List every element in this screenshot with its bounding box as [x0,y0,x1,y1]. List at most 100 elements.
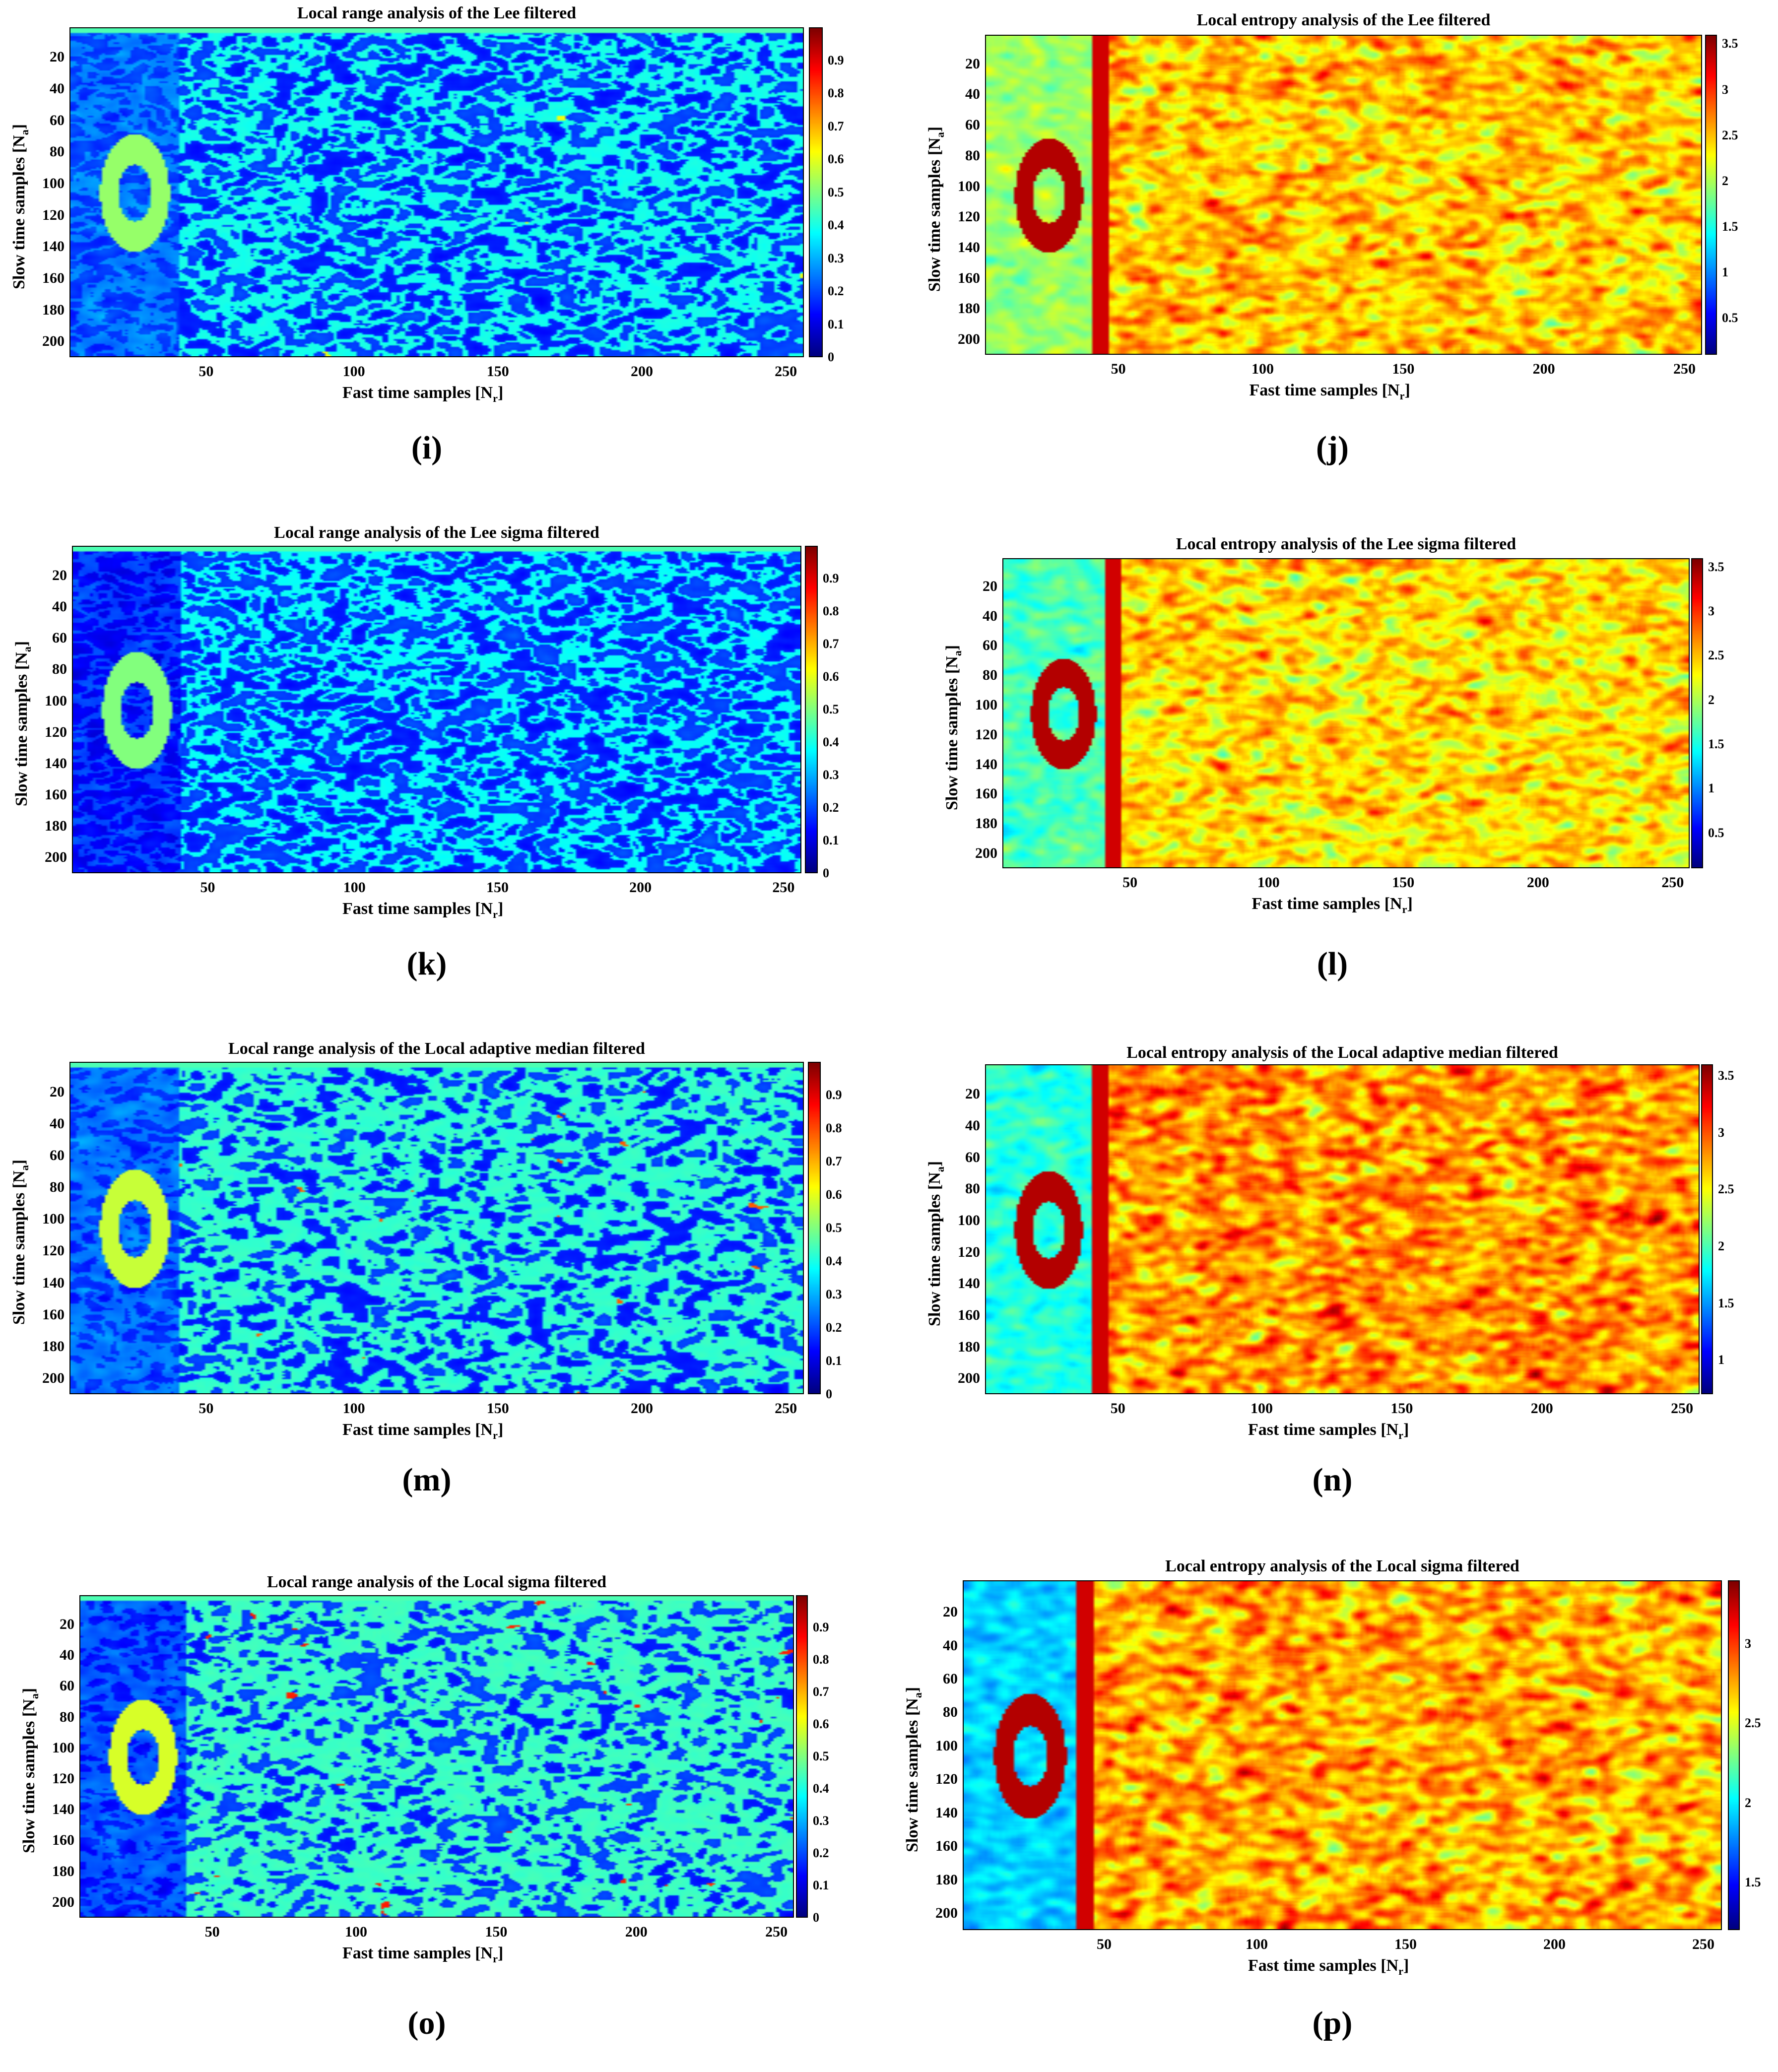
y-tick-label: 140 [42,238,65,255]
y-tick-label: 140 [52,1801,74,1818]
colorbar-tick-label: 0 [828,350,834,364]
colorbar-tick-label: 2 [1745,1795,1751,1810]
colorbar-tick-label: 0.5 [1708,825,1724,840]
x-tick-label: 50 [204,1924,220,1940]
x-axis-label-close: ] [497,384,504,402]
y-tick-label: 140 [958,239,980,256]
y-axis-label-close: ] [10,124,28,130]
x-tick-label: 250 [775,1400,797,1417]
x-axis-label-text: Fast time samples [N [342,900,493,918]
colorbar-tick-label: 1 [1722,265,1728,280]
panel-letter: (p) [1312,2005,1353,2041]
x-tick-label: 100 [342,1400,365,1417]
y-tick-label: 100 [958,178,980,194]
colorbar-tick-label: 0.3 [823,768,839,782]
y-tick-label: 180 [958,1338,980,1355]
x-axis-label-text: Fast time samples [N [342,1944,493,1962]
colorbar-tick-label: 0.8 [823,604,839,618]
panel-letter: (o) [407,2005,446,2041]
x-tick-label: 50 [1122,874,1138,891]
y-tick-label: 100 [42,1211,65,1228]
colorbar-tick-label: 3 [1708,604,1714,619]
y-axis-label: Slow time samples [Na] [20,1688,41,1853]
y-axis-label-text: Slow time samples [N [925,1171,944,1326]
y-tick-label: 160 [958,1306,980,1323]
colorbar [1701,1064,1713,1394]
x-tick-label: 200 [1543,1936,1566,1952]
colorbar-tick-label: 0.4 [823,735,839,749]
colorbar-tick-label: 3 [1722,82,1728,97]
y-tick-label: 100 [52,1739,74,1756]
colorbar-tick-label: 0.9 [828,53,844,67]
colorbar-tick-label: 0.5 [823,702,839,716]
colorbar [809,27,823,357]
y-tick-label: 80 [50,143,65,160]
chart-title: Local entropy analysis of the Local adap… [1126,1043,1558,1062]
heatmap-image [73,547,800,872]
y-tick-label: 160 [42,1306,65,1323]
y-axis-label-subscript: a [911,1692,924,1698]
x-tick-label: 200 [630,1400,653,1417]
colorbar-tick-label: 0 [813,1910,819,1925]
y-tick-label: 160 [52,1832,74,1849]
colorbar-tick-label: 0.3 [813,1813,829,1828]
heatmap-image [986,1065,1699,1393]
y-tick-label: 120 [42,1242,65,1259]
y-tick-label: 180 [935,1871,958,1888]
y-tick-label: 180 [958,300,980,317]
colorbar-tick-label: 2.5 [1708,648,1724,663]
x-axis-label-subscript: r [493,1428,498,1441]
x-tick-label: 150 [486,363,509,380]
y-tick-label: 120 [45,723,67,740]
y-tick-label: 20 [50,1083,65,1100]
x-tick-label: 50 [198,363,214,380]
y-tick-label: 200 [52,1893,74,1910]
colorbar-gradient [1702,1065,1712,1393]
colorbar-tick-label: 2 [1722,173,1728,188]
heatmap-plot-area [985,35,1702,355]
y-tick-label: 80 [965,1180,980,1197]
colorbar-gradient [809,1063,820,1393]
y-tick-label: 140 [45,755,67,772]
x-tick-label: 150 [485,1924,508,1940]
colorbar-tick-label: 0.5 [826,1221,842,1235]
y-tick-label: 100 [45,692,67,709]
y-tick-label: 80 [983,667,997,684]
x-axis-label-close: ] [1407,895,1413,913]
y-tick-label: 160 [958,269,980,286]
colorbar-tick-label: 3.5 [1722,36,1738,51]
colorbar-tick-label: 0.3 [828,251,844,265]
y-tick-label: 200 [958,331,980,348]
panel-letter: (l) [1317,946,1348,982]
y-axis-label: Slow time samples [Na] [925,126,946,291]
colorbar-tick-label: 0.6 [813,1717,829,1731]
x-tick-label: 250 [1692,1936,1714,1952]
heatmap-plot-area [72,546,801,873]
x-tick-label: 250 [775,363,797,380]
colorbar-tick-label: 0.9 [813,1620,829,1634]
y-tick-label: 120 [958,208,980,225]
x-axis-label-subscript: r [493,1952,498,1965]
colorbar-tick-label: 0.8 [828,86,844,100]
y-tick-label: 40 [943,1637,958,1654]
colorbar [805,546,818,873]
x-axis-label-close: ] [1403,1956,1409,1975]
y-axis-label-subscript: a [20,647,33,652]
y-tick-label: 20 [943,1604,958,1620]
y-tick-label: 200 [42,1369,65,1386]
colorbar-tick-label: 0.5 [813,1749,829,1763]
y-tick-label: 120 [42,206,65,223]
colorbar-tick-label: 2.5 [1722,128,1738,142]
x-axis-label: Fast time samples [Nr] [1250,382,1410,401]
y-tick-label: 80 [943,1704,958,1721]
y-tick-label: 60 [983,637,997,654]
colorbar-tick-label: 0.9 [826,1088,842,1102]
colorbar-tick-label: 0.4 [826,1254,842,1268]
colorbar-tick-label: 0.2 [823,800,839,815]
y-tick-label: 180 [42,301,65,318]
y-tick-label: 20 [60,1616,74,1633]
x-tick-label: 150 [1392,361,1415,377]
y-tick-label: 40 [50,1115,65,1132]
colorbar-tick-label: 2.5 [1745,1716,1761,1731]
